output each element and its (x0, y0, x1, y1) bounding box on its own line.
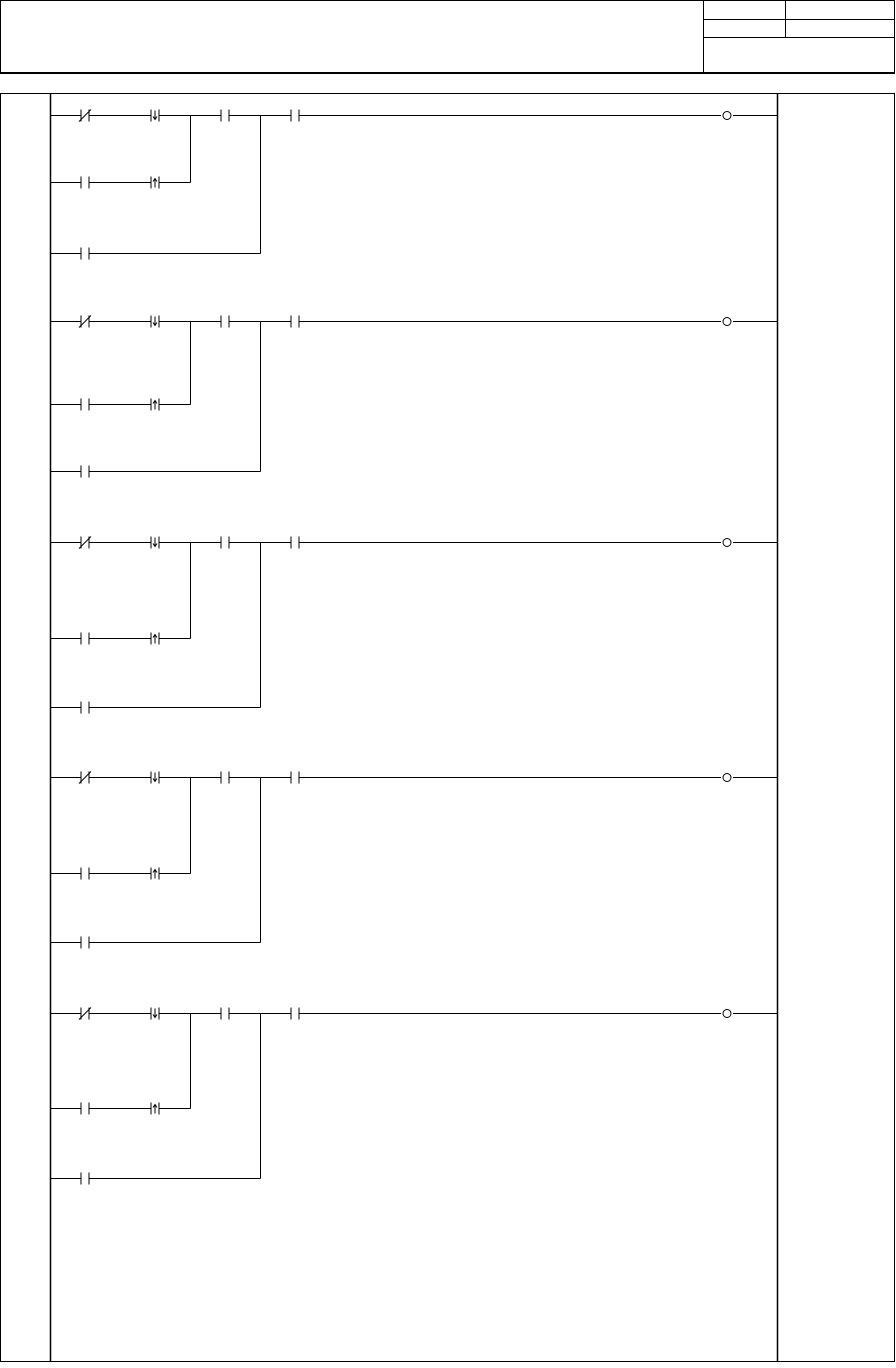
contact-slash (78, 315, 92, 328)
edge-arrow (152, 177, 158, 188)
contact-slash (78, 771, 92, 784)
edge-arrow (152, 1103, 158, 1114)
coil (722, 538, 732, 547)
contact-slash (78, 1007, 92, 1020)
edge-arrow (152, 316, 158, 327)
edge-arrow (152, 868, 158, 879)
title-block (0, 0, 895, 74)
coil (722, 1009, 732, 1018)
edge-arrow (152, 537, 158, 548)
coil (722, 773, 732, 782)
edge-arrow (152, 399, 158, 410)
sheet-frame (0, 93, 895, 1362)
edge-arrow (152, 110, 158, 121)
edge-arrow (152, 772, 158, 783)
rungs (51, 109, 777, 1185)
coil (722, 317, 732, 326)
sheet-border (0, 93, 895, 1362)
edge-arrow (152, 1008, 158, 1019)
contact-slash (78, 109, 92, 122)
contact-slash (78, 536, 92, 549)
edge-arrow (152, 633, 158, 644)
title-frame (0, 0, 895, 73)
coil (722, 111, 732, 120)
